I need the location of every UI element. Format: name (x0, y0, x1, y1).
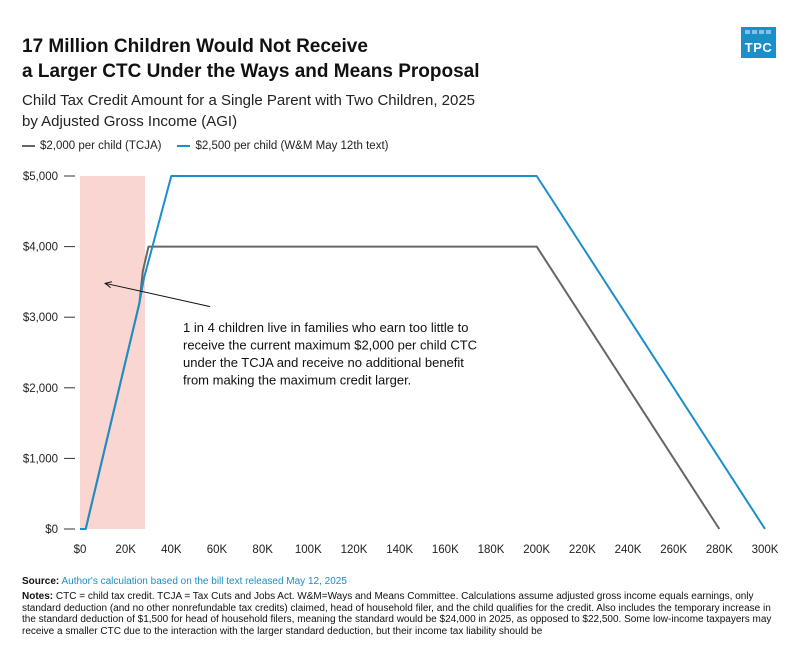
chart-legend: $2,000 per child (TCJA) $2,500 per child… (22, 140, 404, 152)
chart-title-line1: 17 Million Children Would Not Receive (22, 36, 368, 57)
y-tick-label: $1,000 (23, 453, 58, 465)
source-text: Author's calculation based on the bill t… (61, 576, 347, 587)
x-tick-label: 40K (161, 544, 182, 556)
x-tick-label: 240K (615, 544, 642, 556)
x-tick-label: 60K (207, 544, 228, 556)
x-tick-label: 180K (478, 544, 505, 556)
x-tick-label: 140K (386, 544, 413, 556)
x-tick-label: 260K (660, 544, 687, 556)
notes-label: Notes: (22, 591, 54, 602)
legend-label-wm: $2,500 per child (W&M May 12th text) (195, 140, 389, 152)
legend-item-wm: $2,500 per child (W&M May 12th text) (177, 140, 388, 152)
annotation-text-line: under the TCJA and receive no additional… (183, 355, 464, 370)
x-tick-label: 300K (752, 544, 779, 556)
chart-subtitle-line1: Child Tax Credit Amount for a Single Par… (22, 92, 476, 109)
x-tick-label: 280K (706, 544, 733, 556)
shaded-region (80, 176, 146, 529)
x-tick-label: 120K (341, 544, 368, 556)
legend-item-tcja: $2,000 per child (TCJA) (22, 140, 161, 152)
chart-subtitle: Child Tax Credit Amount for a Single Par… (22, 90, 702, 132)
x-tick-label: 200K (523, 544, 550, 556)
x-tick-label: 160K (432, 544, 459, 556)
x-tick-label: 20K (115, 544, 136, 556)
legend-swatch-tcja (22, 145, 35, 147)
y-tick-label: $4,000 (23, 242, 58, 254)
x-tick-label: $0 (74, 544, 87, 556)
chart-plot: $0 $1,000 $2,000 $3,000 $4,000 $5,000 $0 20K 40K… (23, 171, 779, 556)
annotation-text-line: from making the maximum credit larger. (183, 373, 411, 388)
annotation-text-line: 1 in 4 children live in families who ear… (183, 320, 468, 335)
series-line-tcja (80, 245, 721, 530)
series-line-wm (80, 175, 766, 530)
legend-swatch-wm (177, 145, 191, 147)
chart-title-line2: a Larger CTC Under the Ways and Means Pr… (22, 61, 480, 82)
y-tick-label: $0 (45, 524, 58, 536)
x-tick-label: 220K (569, 544, 596, 556)
chart-subtitle-line2: by Adjusted Gross Income (AGI) (22, 113, 238, 130)
source-label: Source: (22, 576, 60, 587)
tpc-logo: TPC (741, 27, 776, 58)
x-tick-label: 80K (252, 544, 273, 556)
x-tick-label: 100K (295, 544, 322, 556)
logo-grid-icon (745, 30, 771, 34)
chart-title: 17 Million Children Would Not Receive a … (22, 34, 702, 84)
y-tick-label: $3,000 (23, 312, 58, 324)
y-tick-label: $5,000 (23, 171, 58, 183)
y-tick-label: $2,000 (23, 383, 58, 395)
logo-text: TPC (744, 40, 773, 55)
annotation-arrow (105, 282, 211, 308)
notes-text: CTC = child tax credit. TCJA = Tax Cuts … (22, 591, 772, 637)
annotation-text-line: receive the current maximum $2,000 per c… (183, 338, 477, 353)
legend-label-tcja: $2,000 per child (TCJA) (40, 140, 162, 152)
annotation-arrowhead (103, 281, 113, 289)
notes: Notes: CTC = child tax credit. TCJA = Ta… (22, 591, 782, 637)
source-note: Source: Author's calculation based on th… (22, 576, 347, 587)
